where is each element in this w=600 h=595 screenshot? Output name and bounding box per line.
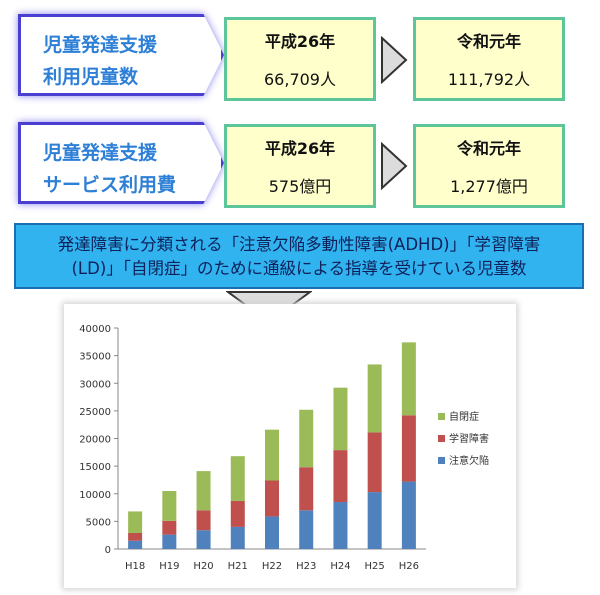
- row-2-arrow-icon: [381, 142, 408, 190]
- bar-H19-series-2: [162, 490, 177, 521]
- row-2-to-value: 1,277億円: [450, 177, 528, 196]
- bar-H26-series-2: [401, 342, 416, 416]
- label-frame-2: 児童発達支援 サービス利用費: [12, 116, 230, 210]
- bar-H18-series-1: [128, 532, 143, 541]
- legend-label-0: 自閉症: [449, 410, 479, 423]
- bar-H23-series-0: [299, 510, 314, 549]
- bar-H18-series-0: [128, 540, 143, 549]
- row-1-to-year: 令和元年: [456, 32, 521, 51]
- bar-H21-series-0: [230, 526, 245, 549]
- x-tick-label-8: H26: [399, 561, 419, 572]
- y-tick-label-7: 35000: [79, 352, 111, 363]
- legend-label-1: 学習障害: [449, 432, 489, 445]
- bar-H25-series-0: [367, 492, 382, 549]
- y-tick-label-6: 30000: [79, 379, 111, 390]
- banner-line-1: 発達障害に分類される「注意欠陥多動性障害(ADHD)」「学習障害: [57, 235, 541, 254]
- x-tick-label-4: H22: [262, 561, 282, 572]
- row-2-from-year: 平成26年: [264, 139, 336, 158]
- bar-H23-series-1: [299, 467, 314, 511]
- bar-H20-series-2: [196, 471, 211, 511]
- y-tick-label-1: 5000: [86, 517, 111, 528]
- banner-line-2: (LD)」「自閉症」のために通級による指導を受けている児童数: [71, 259, 527, 278]
- bar-H25-series-1: [367, 432, 382, 493]
- y-tick-label-2: 10000: [79, 490, 111, 501]
- bar-H18-series-2: [128, 511, 143, 533]
- bar-H26-series-1: [401, 415, 416, 482]
- bar-H23-series-2: [299, 409, 314, 468]
- row-label-2-line-2: サービス利用費: [43, 174, 177, 196]
- row-label-2: 児童発達支援 サービス利用費: [18, 122, 224, 204]
- chart-container: 0 5000 10000 15000 20000 25000 30000 35000 40000…: [64, 304, 516, 588]
- stacked-bar-chart: 0 5000 10000 15000 20000 25000 30000 35000 40000…: [79, 324, 489, 572]
- bar-H20-series-1: [196, 510, 211, 531]
- bar-H22-series-0: [265, 516, 279, 549]
- row-1-from-year: 平成26年: [264, 32, 336, 51]
- legend-label-2: 注意欠陥: [449, 454, 489, 467]
- bar-H21-series-2: [230, 456, 245, 501]
- x-tick-label-2: H20: [193, 561, 213, 572]
- bar-H26-series-0: [401, 481, 416, 549]
- row-1-from-box: 平成26年 66,709人: [224, 17, 376, 101]
- row-label-1-line-2: 利用児童数: [43, 66, 139, 88]
- row-1-to-value: 111,792人: [447, 70, 531, 89]
- row-1-arrow-icon: [381, 36, 408, 84]
- bar-H24-series-1: [333, 450, 348, 503]
- x-tick-label-5: H23: [296, 561, 316, 572]
- label-frame-1: 児童発達支援 利用児童数: [12, 8, 230, 102]
- row-label-1: 児童発達支援 利用児童数: [18, 14, 224, 96]
- x-tick-label-3: H21: [228, 561, 248, 572]
- bar-H19-series-0: [162, 534, 177, 549]
- bar-H24-series-0: [333, 502, 348, 549]
- legend-swatch-1: [438, 435, 445, 442]
- description-banner: 発達障害に分類される「注意欠陥多動性障害(ADHD)」「学習障害 (LD)」「自…: [14, 223, 584, 289]
- legend-swatch-0: [438, 413, 445, 420]
- x-tick-label-0: H18: [125, 561, 145, 572]
- row-2-from-value: 575億円: [268, 177, 332, 196]
- y-tick-label-4: 20000: [79, 435, 111, 446]
- row-2-to-box: 令和元年 1,277億円: [413, 124, 565, 208]
- row-1-to-box: 令和元年 111,792人: [413, 17, 565, 101]
- row-label-2-line-1: 児童発達支援: [43, 142, 158, 164]
- x-tick-label-1: H19: [159, 561, 179, 572]
- x-tick-label-6: H24: [330, 561, 350, 572]
- row-2-from-box: 平成26年 575億円: [224, 124, 376, 208]
- y-tick-label-8: 40000: [79, 324, 111, 335]
- bar-H25-series-2: [367, 364, 382, 433]
- y-tick-label-5: 25000: [79, 407, 111, 418]
- bar-H21-series-1: [230, 500, 245, 527]
- bar-H22-series-1: [265, 480, 279, 517]
- row-2-to-year: 令和元年: [456, 139, 521, 158]
- bar-H20-series-0: [196, 530, 211, 549]
- bar-H19-series-1: [162, 520, 177, 535]
- y-tick-label-3: 15000: [79, 462, 111, 473]
- bar-H22-series-2: [265, 429, 279, 481]
- x-tick-label-7: H25: [365, 561, 385, 572]
- legend-swatch-2: [438, 457, 445, 464]
- bar-H24-series-2: [333, 387, 348, 451]
- row-label-1-line-1: 児童発達支援: [43, 34, 158, 56]
- y-tick-label-0: 0: [105, 545, 111, 556]
- row-1-from-value: 66,709人: [264, 70, 336, 89]
